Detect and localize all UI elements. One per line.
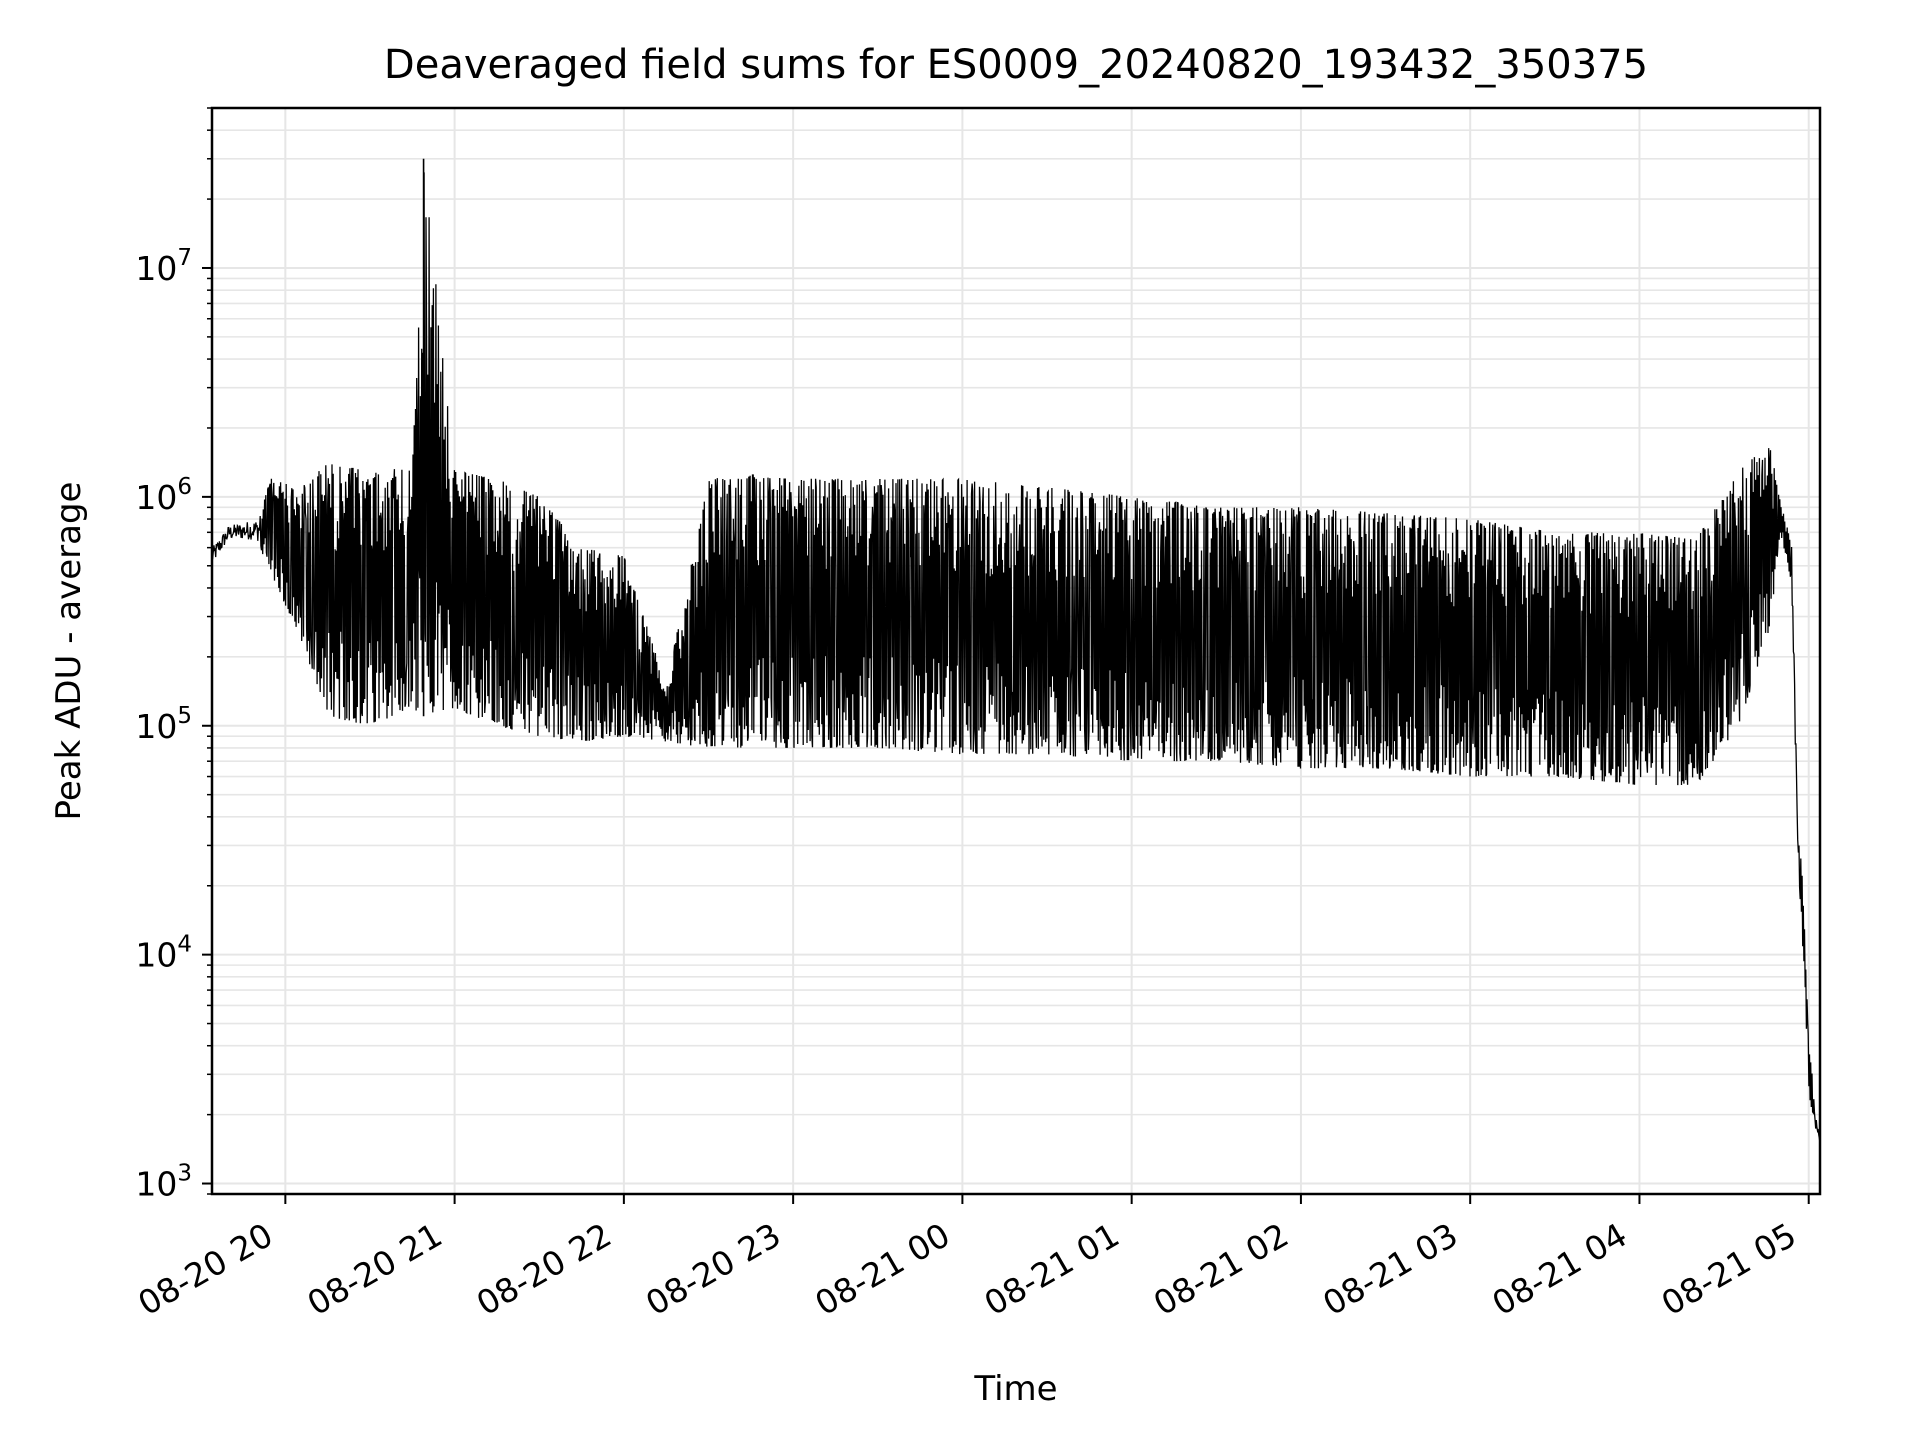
- y-tick-label: 106: [135, 474, 192, 517]
- y-tick-label: 107: [135, 245, 192, 288]
- chart-title: Deaveraged field sums for ES0009_2024082…: [384, 42, 1648, 88]
- y-tick-label: 103: [135, 1161, 192, 1204]
- x-tick-label: 08-20 21: [301, 1215, 449, 1323]
- x-tick-label: 08-21 00: [808, 1215, 956, 1323]
- x-tick-label: 08-20 23: [639, 1215, 787, 1323]
- x-tick-label: 08-21 03: [1316, 1215, 1464, 1323]
- y-tick-label: 104: [135, 932, 192, 975]
- series-line-0: [211, 172, 1821, 1144]
- x-tick-label: 08-21 01: [978, 1215, 1126, 1323]
- plot-frame: [210, 106, 1822, 1196]
- x-tick-label: 08-21 05: [1655, 1215, 1803, 1323]
- x-tick-label: 08-21 02: [1147, 1215, 1295, 1323]
- x-tick-label: 08-20 22: [470, 1215, 618, 1323]
- x-tick-label: 08-21 04: [1485, 1215, 1633, 1323]
- y-tick-label: 105: [135, 703, 192, 746]
- x-axis-label: Time: [973, 1369, 1057, 1409]
- x-tick-label: 08-20 20: [131, 1215, 279, 1323]
- data-layer: [211, 158, 1821, 1144]
- y-axis-label: Peak ADU - average: [49, 482, 89, 821]
